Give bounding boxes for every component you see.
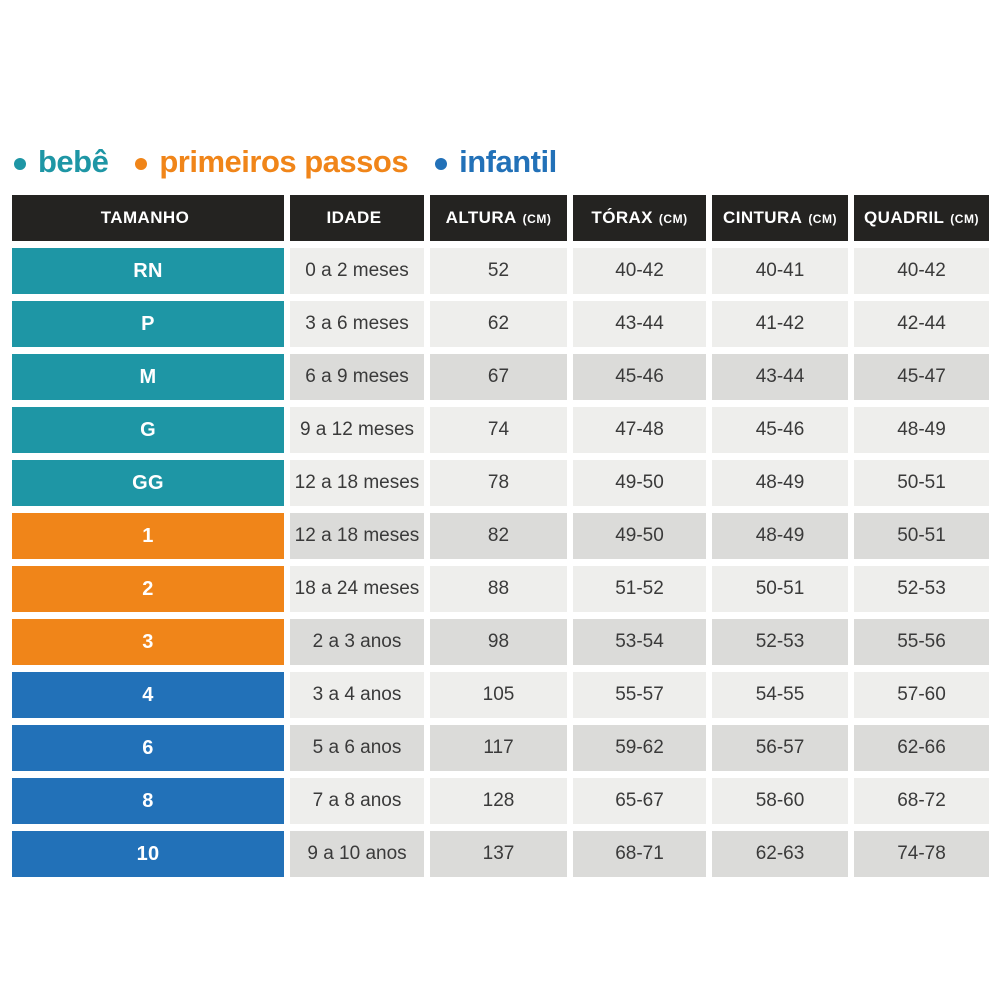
cintura-cell: 50-51 [712,566,848,612]
torax-cell: 49-50 [573,513,706,559]
quadril-cell: 68-72 [854,778,989,824]
size-cell: 1 [12,513,284,559]
torax-cell: 68-71 [573,831,706,877]
quadril-cell: 62-66 [854,725,989,771]
altura-cell: 82 [430,513,567,559]
idade-cell: 12 a 18 meses [290,460,424,506]
header-label: QUADRIL [864,208,945,227]
torax-cell: 45-46 [573,354,706,400]
altura-cell: 128 [430,778,567,824]
cintura-cell: 56-57 [712,725,848,771]
size-cell: 4 [12,672,284,718]
cintura-cell: 41-42 [712,301,848,347]
quadril-cell: 55-56 [854,619,989,665]
header-cell-tamanho: TAMANHO [12,195,284,241]
header-unit: (CM) [808,212,837,226]
legend-bullet-icon [435,157,448,170]
idade-cell: 3 a 4 anos [290,672,424,718]
header-label: CINTURA [723,208,803,227]
header-cell-idade: IDADE [290,195,424,241]
header-unit: (CM) [522,212,552,226]
quadril-cell: 50-51 [854,513,989,559]
size-table: TAMANHO IDADE ALTURA (CM) TÓRAX (CM) CIN… [12,195,989,877]
torax-cell: 43-44 [573,301,706,347]
legend-item-label: infantil [459,144,557,179]
altura-cell: 52 [430,248,567,294]
size-cell: RN [12,248,284,294]
legend-item-label: bebê [38,144,109,179]
torax-cell: 53-54 [573,619,706,665]
cintura-cell: 45-46 [712,407,848,453]
torax-cell: 65-67 [573,778,706,824]
header-label: TAMANHO [100,208,190,227]
cintura-cell: 43-44 [712,354,848,400]
legend-bullet-icon [14,157,26,170]
legend: bebê primeiros passos infantil [14,144,557,180]
header-label: ALTURA [445,208,517,227]
cintura-cell: 54-55 [712,672,848,718]
header-cell-cintura: CINTURA (CM) [712,195,848,241]
altura-cell: 78 [430,460,567,506]
quadril-cell: 57-60 [854,672,989,718]
idade-cell: 9 a 10 anos [290,831,424,877]
header-label: IDADE [326,208,382,227]
size-cell: M [12,354,284,400]
size-cell: 8 [12,778,284,824]
idade-cell: 12 a 18 meses [290,513,424,559]
size-cell: P [12,301,284,347]
torax-cell: 59-62 [573,725,706,771]
size-cell: 2 [12,566,284,612]
size-cell: 10 [12,831,284,877]
legend-bullet-icon [135,157,148,170]
cintura-cell: 52-53 [712,619,848,665]
torax-cell: 47-48 [573,407,706,453]
quadril-cell: 45-47 [854,354,989,400]
quadril-cell: 74-78 [854,831,989,877]
altura-cell: 137 [430,831,567,877]
idade-cell: 5 a 6 anos [290,725,424,771]
torax-cell: 49-50 [573,460,706,506]
quadril-cell: 52-53 [854,566,989,612]
cintura-cell: 62-63 [712,831,848,877]
header-unit: (CM) [950,212,979,226]
size-cell: 6 [12,725,284,771]
idade-cell: 7 a 8 anos [290,778,424,824]
torax-cell: 40-42 [573,248,706,294]
header-cell-torax: TÓRAX (CM) [573,195,706,241]
quadril-cell: 40-42 [854,248,989,294]
header-cell-quadril: QUADRIL (CM) [854,195,989,241]
legend-item-label: primeiros passos [159,144,409,179]
header-label: TÓRAX [591,208,653,227]
cintura-cell: 40-41 [712,248,848,294]
quadril-cell: 50-51 [854,460,989,506]
size-cell: G [12,407,284,453]
idade-cell: 9 a 12 meses [290,407,424,453]
idade-cell: 3 a 6 meses [290,301,424,347]
cintura-cell: 58-60 [712,778,848,824]
legend-item-primeiros-passos: primeiros passos [135,144,409,180]
legend-item-bebe: bebê [14,144,109,180]
cintura-cell: 48-49 [712,460,848,506]
idade-cell: 2 a 3 anos [290,619,424,665]
header-unit: (CM) [658,212,688,226]
legend-item-infantil: infantil [435,144,557,180]
altura-cell: 88 [430,566,567,612]
quadril-cell: 48-49 [854,407,989,453]
torax-cell: 55-57 [573,672,706,718]
altura-cell: 67 [430,354,567,400]
altura-cell: 105 [430,672,567,718]
cintura-cell: 48-49 [712,513,848,559]
idade-cell: 0 a 2 meses [290,248,424,294]
altura-cell: 74 [430,407,567,453]
quadril-cell: 42-44 [854,301,989,347]
header-cell-altura: ALTURA (CM) [430,195,567,241]
altura-cell: 62 [430,301,567,347]
idade-cell: 6 a 9 meses [290,354,424,400]
torax-cell: 51-52 [573,566,706,612]
altura-cell: 98 [430,619,567,665]
idade-cell: 18 a 24 meses [290,566,424,612]
size-cell: GG [12,460,284,506]
altura-cell: 117 [430,725,567,771]
size-cell: 3 [12,619,284,665]
